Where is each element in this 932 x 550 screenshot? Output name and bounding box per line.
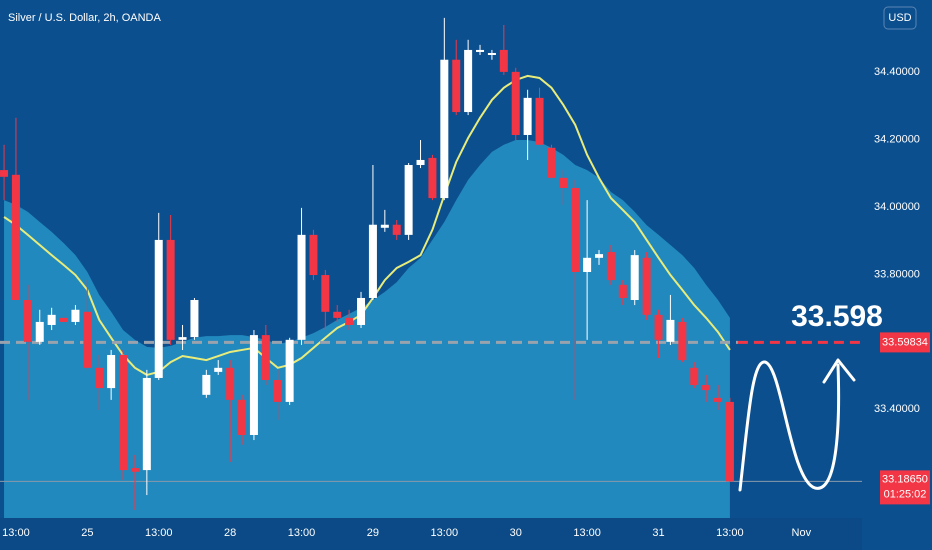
candle-body (249, 335, 258, 435)
candle-body (273, 379, 282, 402)
plot-area (0, 17, 880, 519)
candle-body (333, 311, 342, 318)
candle-body (666, 319, 675, 342)
candle-body (11, 174, 20, 301)
x-tick-label: 13:00 (288, 527, 316, 539)
candle-body (511, 71, 520, 135)
candle-body (714, 397, 723, 402)
candle-body (59, 317, 68, 322)
y-tick-label: 34.20000 (874, 133, 920, 145)
candle-body (35, 321, 44, 342)
candle-body (654, 314, 663, 340)
candle-body (618, 284, 627, 298)
candle-body (130, 468, 139, 472)
candle-body (261, 335, 270, 380)
candle-body (238, 399, 247, 435)
y-tick-label: 33.40000 (874, 403, 920, 415)
y-tick-label: 33.80000 (874, 268, 920, 280)
x-tick-label: 28 (224, 527, 236, 539)
x-tick-label: 13:00 (2, 527, 30, 539)
candle-body (678, 321, 687, 361)
candle-body (142, 377, 151, 471)
x-tick-label: 31 (652, 527, 664, 539)
candle-body (487, 52, 496, 56)
candle-body (499, 49, 508, 72)
candle-body (214, 367, 223, 372)
drawn-arrow (738, 360, 841, 492)
candle-body (154, 239, 163, 378)
candle-body (368, 224, 377, 298)
time-axis (0, 518, 862, 550)
x-tick-label: 13:00 (431, 527, 459, 539)
candle-body (357, 297, 366, 325)
candle-body (642, 257, 651, 315)
x-tick-label: Nov (792, 527, 812, 539)
candle-body (309, 234, 318, 276)
candle-body (83, 311, 92, 368)
x-tick-label: 13:00 (716, 527, 744, 539)
candle-body (190, 300, 199, 338)
annotation: 33.598 (791, 300, 883, 333)
candle-body (535, 97, 544, 145)
candle-body (404, 165, 413, 235)
candle-body (559, 177, 568, 188)
candle-body (702, 385, 711, 391)
y-tick-label: 34.00000 (874, 201, 920, 213)
candle-body (285, 339, 294, 402)
candle-body (71, 309, 80, 322)
candle-body (690, 367, 699, 386)
candle-body (476, 49, 485, 52)
price-line-label: 33.59834 (882, 336, 928, 348)
last-price-label: 33.18650 (882, 473, 928, 485)
candle-body (0, 170, 9, 177)
candle-body (226, 367, 235, 400)
candle-body (345, 317, 354, 325)
candle-body (595, 254, 604, 258)
currency-button[interactable] (883, 6, 917, 30)
band-area (4, 140, 730, 519)
candle-body (440, 59, 449, 199)
x-tick-label: 25 (81, 527, 93, 539)
candle-body (606, 252, 615, 281)
candle-body (547, 147, 556, 178)
candle-body (428, 157, 437, 199)
currency-label[interactable]: USD (888, 12, 911, 24)
price-axis (862, 0, 932, 550)
y-tick-label: 34.40000 (874, 66, 920, 78)
candle-body (297, 234, 306, 340)
x-tick-label: 30 (510, 527, 522, 539)
candle-body (464, 49, 473, 113)
candle-body (23, 300, 32, 342)
candle-body (630, 255, 639, 301)
candle-body (416, 159, 425, 166)
candle-body (571, 187, 580, 272)
candle-body (380, 224, 389, 228)
candle-body (178, 337, 187, 340)
arrow-head (822, 358, 856, 384)
chart-title: Silver / U.S. Dollar, 2h, OANDA (8, 12, 161, 24)
candle-body (95, 367, 104, 389)
candle-body (392, 224, 401, 235)
candle-body (321, 275, 330, 312)
candle-body (523, 97, 532, 135)
candle-body (202, 374, 211, 395)
countdown-label: 01:25:02 (884, 488, 927, 500)
candle-body (47, 314, 56, 325)
last-price-badge (880, 470, 930, 505)
candle-body (119, 355, 128, 471)
x-tick-label: 13:00 (145, 527, 173, 539)
price-line-badge (880, 332, 930, 353)
candle-body (725, 401, 734, 482)
x-tick-label: 13:00 (573, 527, 601, 539)
candle-body (107, 355, 116, 389)
candle-body (452, 59, 461, 113)
candle-body (166, 239, 175, 340)
x-tick-label: 29 (367, 527, 379, 539)
candle-body (583, 257, 592, 272)
